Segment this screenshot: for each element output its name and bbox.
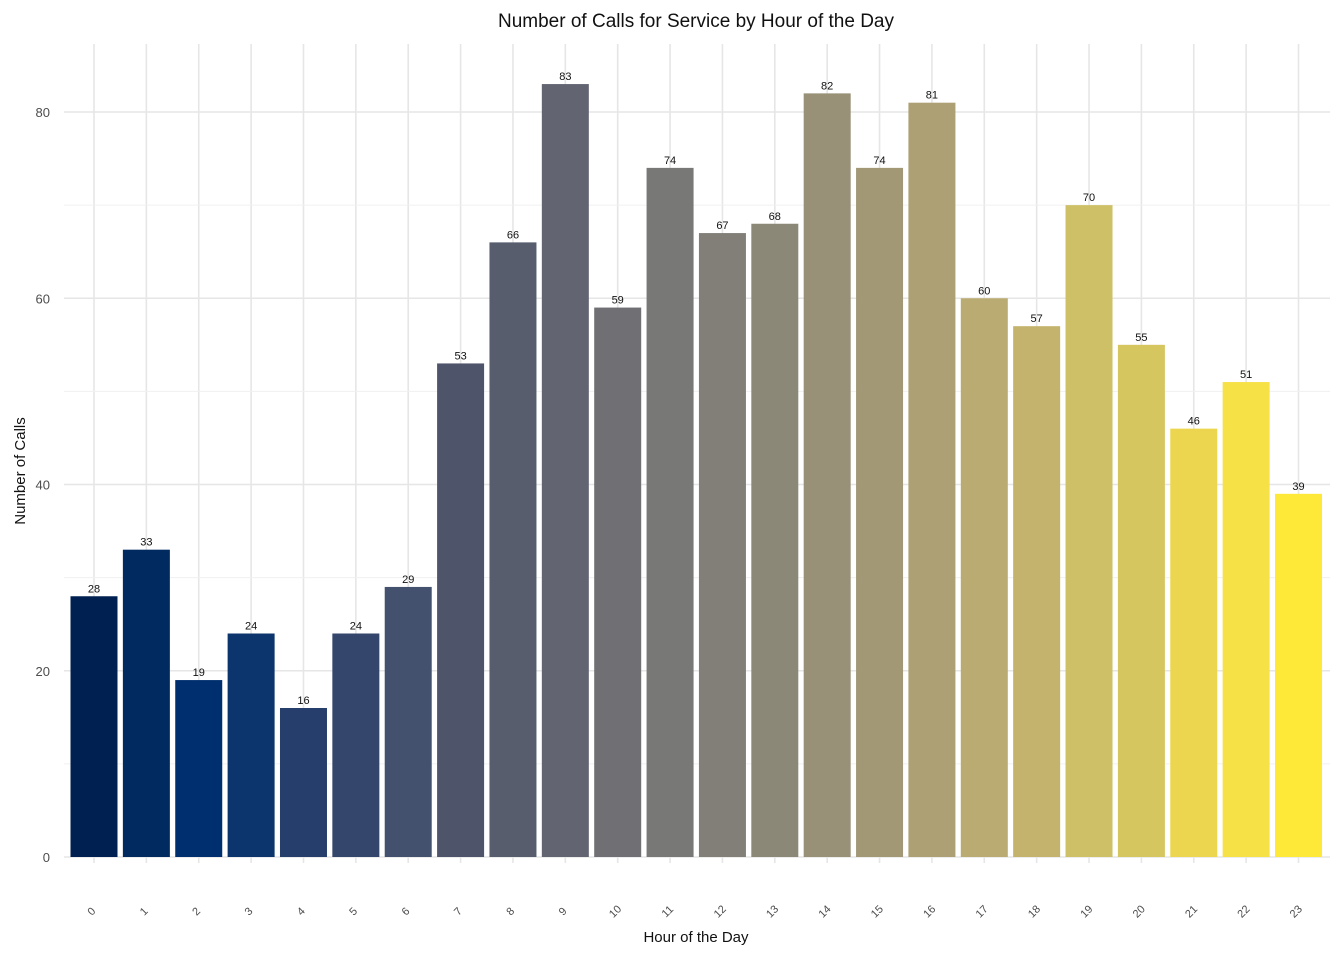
bar bbox=[1170, 428, 1218, 857]
x-tick-label: 4 bbox=[295, 905, 308, 918]
x-tick-label: 14 bbox=[816, 903, 833, 920]
data-label: 16 bbox=[297, 695, 309, 707]
data-label: 33 bbox=[140, 537, 152, 549]
x-tick-label: 17 bbox=[974, 903, 991, 920]
data-label: 55 bbox=[1135, 332, 1147, 344]
y-tick-label: 0 bbox=[43, 850, 50, 865]
x-tick-label: 19 bbox=[1078, 903, 1095, 920]
data-label: 57 bbox=[1031, 313, 1043, 325]
bar bbox=[698, 233, 746, 857]
x-tick-label: 10 bbox=[607, 903, 624, 920]
x-tick-label: 12 bbox=[712, 903, 729, 920]
bar bbox=[489, 242, 537, 857]
bar bbox=[1117, 344, 1165, 857]
y-tick-label: 60 bbox=[36, 291, 50, 306]
y-tick-label: 80 bbox=[36, 105, 50, 120]
data-label: 24 bbox=[245, 621, 257, 633]
data-label: 74 bbox=[873, 155, 885, 167]
chart-title: Number of Calls for Service by Hour of t… bbox=[498, 11, 894, 32]
bar bbox=[384, 586, 432, 857]
data-label: 74 bbox=[664, 155, 676, 167]
y-tick-label: 40 bbox=[36, 478, 50, 493]
data-label: 67 bbox=[716, 220, 728, 232]
data-label: 68 bbox=[769, 211, 781, 223]
data-label: 70 bbox=[1083, 192, 1095, 204]
x-tick-label: 9 bbox=[557, 905, 570, 918]
data-label: 39 bbox=[1292, 481, 1304, 493]
data-label: 83 bbox=[559, 71, 571, 83]
data-label: 81 bbox=[926, 90, 938, 102]
y-axis-title: Number of Calls bbox=[12, 417, 29, 525]
bar bbox=[70, 596, 118, 857]
data-label: 66 bbox=[507, 229, 519, 241]
bar bbox=[279, 708, 327, 857]
data-label: 59 bbox=[612, 295, 624, 307]
data-label: 29 bbox=[402, 574, 414, 586]
x-tick-label: 7 bbox=[452, 905, 465, 918]
x-tick-label: 23 bbox=[1288, 903, 1305, 920]
bar bbox=[960, 298, 1008, 857]
bar bbox=[594, 307, 642, 857]
data-label: 82 bbox=[821, 80, 833, 92]
bar bbox=[227, 633, 275, 857]
x-tick-label: 13 bbox=[764, 903, 781, 920]
bar bbox=[437, 363, 485, 857]
bar bbox=[908, 102, 956, 857]
x-tick-label: 6 bbox=[400, 905, 413, 918]
bar bbox=[803, 93, 851, 857]
bar bbox=[1222, 382, 1270, 857]
data-label: 28 bbox=[88, 583, 100, 595]
bar bbox=[122, 549, 170, 857]
x-tick-label: 11 bbox=[660, 904, 677, 921]
y-tick-label: 20 bbox=[36, 664, 50, 679]
data-label: 51 bbox=[1240, 369, 1252, 381]
x-tick-label: 8 bbox=[504, 905, 517, 918]
x-tick-label: 18 bbox=[1026, 903, 1043, 920]
x-axis-title: Hour of the Day bbox=[643, 929, 749, 946]
bar bbox=[646, 167, 694, 857]
data-label: 53 bbox=[454, 350, 466, 362]
x-tick-label: 22 bbox=[1235, 903, 1252, 920]
bars bbox=[70, 84, 1323, 857]
data-label: 19 bbox=[193, 667, 205, 679]
x-tick-label: 3 bbox=[243, 905, 256, 918]
data-label: 24 bbox=[350, 621, 362, 633]
bar bbox=[332, 633, 380, 857]
data-labels: 28 33 19 24 16 24 29 53 66 83 59 74 67 68 82 74 81 60 57 70… bbox=[88, 71, 1305, 707]
bar bbox=[1013, 326, 1061, 857]
data-label: 60 bbox=[978, 285, 990, 297]
bar bbox=[751, 223, 799, 857]
bar bbox=[541, 84, 589, 857]
x-tick-label: 20 bbox=[1131, 903, 1148, 920]
bar bbox=[1065, 205, 1113, 857]
x-tick-label: 21 bbox=[1183, 903, 1200, 920]
x-axis-ticks: 0 1 2 3 4 5 6 7 8 9 10 11 12 13 14 15 16 17 18 19 20 21 22 23 bbox=[85, 903, 1304, 920]
x-tick-label: 2 bbox=[190, 905, 203, 918]
data-label: 46 bbox=[1188, 416, 1200, 428]
x-tick-label: 16 bbox=[921, 903, 938, 920]
x-tick-label: 1 bbox=[138, 905, 151, 918]
x-tick-label: 15 bbox=[869, 903, 886, 920]
bar bbox=[856, 167, 904, 857]
bar bbox=[1275, 493, 1323, 857]
bar bbox=[175, 680, 223, 857]
y-axis-ticks: 0 20 40 60 80 bbox=[36, 105, 50, 865]
x-tick-label: 0 bbox=[85, 905, 98, 918]
x-tick-label: 5 bbox=[347, 905, 360, 918]
